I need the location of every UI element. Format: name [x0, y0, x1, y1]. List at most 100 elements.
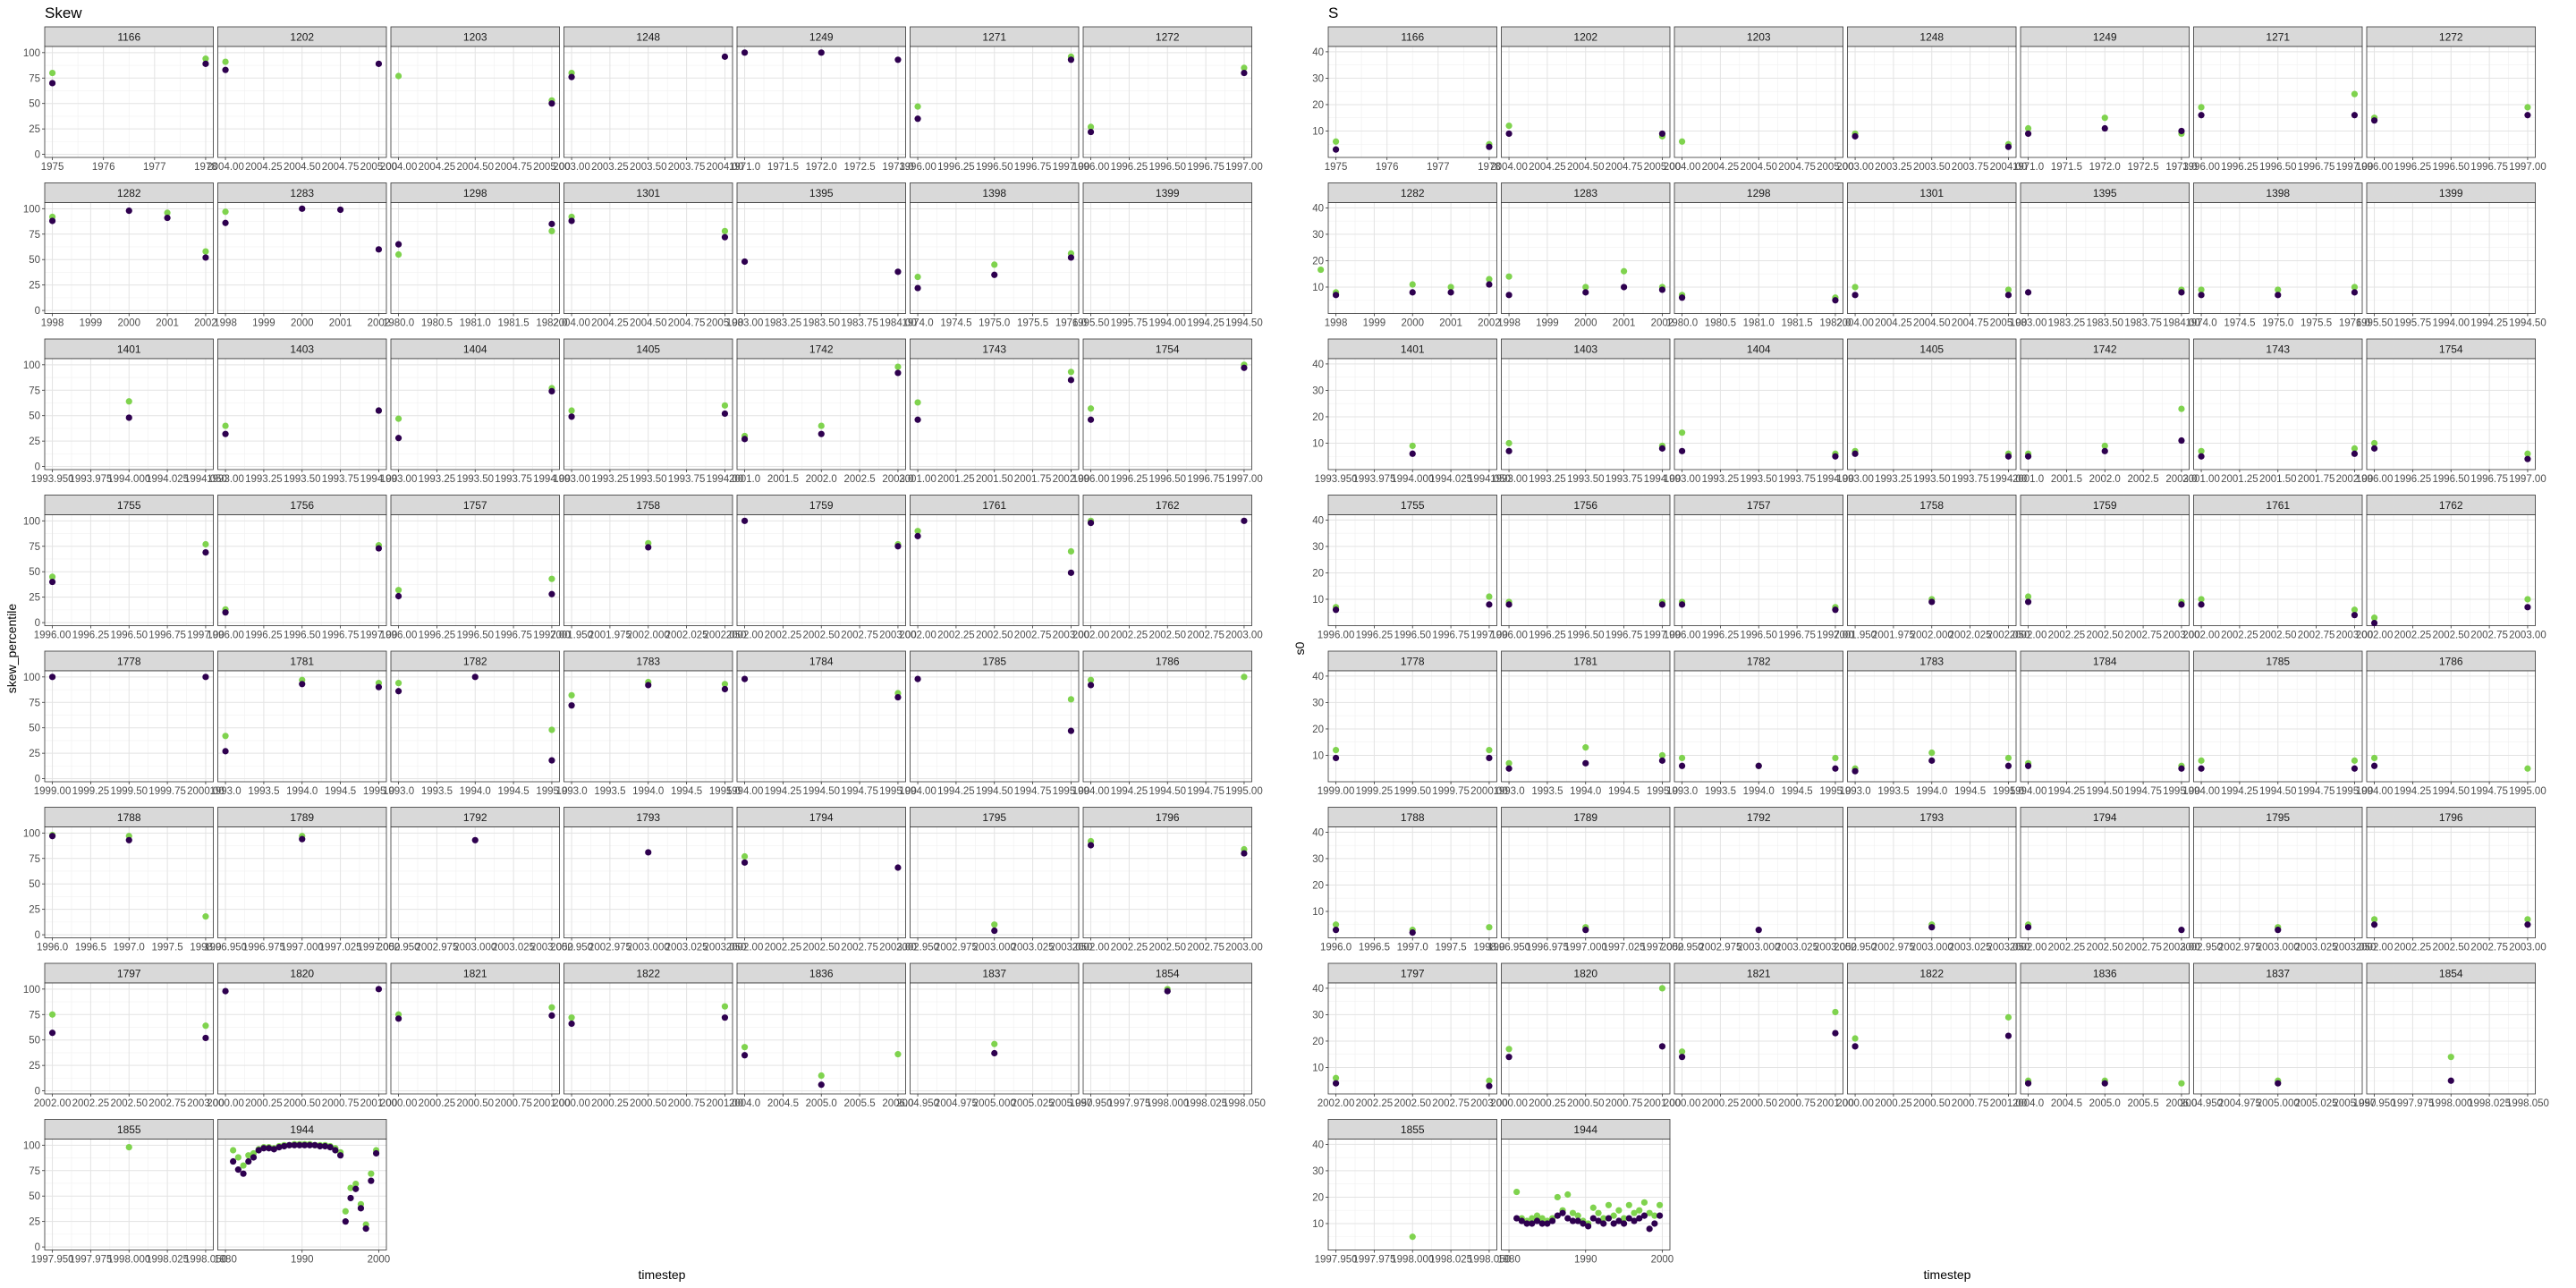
x-tick-label: 2000 — [1651, 1255, 1674, 1266]
x-tick-label: 1996.25 — [1111, 162, 1148, 173]
facet-panel: 1789 1996.9501996.9751997.0001997.0251997… — [1487, 807, 1683, 953]
x-tick-label: 1976 — [1376, 162, 1399, 173]
facet-strip-label: 1786 — [2439, 656, 2463, 668]
x-tick-label: 1983.25 — [765, 318, 802, 329]
purple-point — [2275, 292, 2282, 299]
facet-panel: 1784 1994.00 1994.25 1994.50 1994.75 1995.00 — [726, 650, 917, 797]
x-tick-label: 2002.50 — [802, 943, 840, 953]
green-point — [721, 227, 729, 234]
purple-point — [1636, 1215, 1643, 1222]
purple-point — [991, 927, 998, 935]
green-point — [1832, 754, 1839, 762]
green-point — [1678, 754, 1686, 762]
purple-point — [1589, 1215, 1597, 1222]
panel-border — [1327, 358, 1497, 470]
facet-strip-label: 1202 — [1573, 31, 1597, 44]
purple-point — [1241, 364, 1248, 371]
facet-strip-label: 1166 — [1401, 31, 1424, 44]
green-point — [1615, 1207, 1623, 1214]
x-tick-label: 1996.25 — [937, 162, 975, 173]
x-tick-label: 2002.25 — [1111, 631, 1148, 641]
purple-point — [2351, 289, 2359, 296]
facet-panel: 1788 1996.0 1996.5 1997.0 1997.5 1998.0 10 20 30… — [1312, 807, 1505, 953]
facet-strip-label: 1855 — [117, 1123, 141, 1136]
purple-point — [2178, 436, 2185, 445]
panel-border — [1327, 202, 1497, 314]
facet-panel: 1782 1993.0 1993.5 1994.0 1994.5 1995.0 — [383, 650, 568, 797]
panel-border — [217, 202, 387, 314]
x-tick-label: 1996.50 — [1148, 474, 1186, 485]
facet-panel: 1743 2001.00 2001.25 2001.50 2001.75 2002.00 — [2182, 338, 2373, 485]
facet-panel: 1762 2002.00 2002.25 2002.50 2002.75 2003.00 — [1072, 495, 1263, 641]
purple-point — [1658, 1043, 1666, 1050]
facet-panel: 1837 2004.9502004.9752005.0002005.0252005… — [2180, 962, 2376, 1109]
panel-border — [44, 1139, 214, 1250]
panel-border — [2020, 982, 2190, 1095]
panel-border — [2366, 202, 2536, 314]
x-tick-label: 1996.50 — [976, 162, 1013, 173]
green-point — [1605, 1201, 1613, 1208]
green-point — [1852, 284, 1859, 291]
purple-point — [1610, 1220, 1617, 1227]
x-tick-label: 1997.000 — [281, 943, 324, 953]
x-tick-label: 1994.5 — [1781, 786, 1812, 797]
panel-border — [1327, 826, 1497, 938]
x-tick-label: 1996.00 — [2356, 474, 2394, 485]
y-tick-label: 50 — [29, 255, 40, 266]
x-tick-label: 1997.0 — [1397, 943, 1428, 953]
facet-strip-label: 1789 — [1573, 811, 1597, 824]
facet-strip-label: 1298 — [1747, 187, 1771, 199]
facet-strip-label: 1785 — [982, 656, 1006, 668]
y-tick-label: 30 — [1312, 386, 1324, 396]
purple-point — [914, 675, 921, 682]
x-tick-label: 1994.00 — [1817, 474, 1854, 485]
purple-point — [721, 233, 729, 241]
x-tick-label: 1993.50 — [456, 474, 494, 485]
x-tick-label: 1996.950 — [1487, 943, 1530, 953]
x-tick-label: 2000.25 — [245, 1098, 283, 1109]
purple-point — [548, 590, 555, 597]
purple-point — [1505, 130, 1513, 138]
x-tick-label: 1999.25 — [1356, 786, 1394, 797]
x-tick-label: 1994.0 — [460, 786, 491, 797]
x-tick-label: 2004.5 — [767, 1098, 799, 1109]
x-tick-label: 1997.950 — [1070, 1098, 1113, 1109]
purple-point — [394, 1015, 402, 1022]
x-tick-label: 1996.975 — [242, 943, 285, 953]
green-point — [1332, 1074, 1340, 1081]
purple-point — [1241, 517, 1248, 524]
x-tick-label: 2005.00 — [360, 162, 398, 173]
panel-border — [217, 514, 387, 626]
purple-point — [375, 246, 383, 253]
panel-border — [910, 202, 1080, 314]
x-tick-label: 2004.950 — [896, 1098, 939, 1109]
x-tick-label: 1999 — [80, 318, 103, 329]
x-tick-label: 2005.025 — [1012, 1098, 1055, 1109]
purple-point — [1646, 1225, 1653, 1233]
x-tick-label: 1983.00 — [726, 318, 764, 329]
purple-point — [894, 56, 902, 64]
panel-border — [1082, 358, 1252, 470]
x-tick-label: 1995.0 — [1819, 786, 1851, 797]
x-tick-label: 1982.0 — [1819, 318, 1851, 329]
x-tick-label: 1982.0 — [536, 318, 567, 329]
purple-point — [1409, 450, 1416, 457]
facet-strip-label: 1743 — [2266, 343, 2290, 356]
x-tick-label: 2002.975 — [1872, 943, 1915, 953]
x-tick-label: 2002.00 — [1053, 474, 1090, 485]
facet-strip-label: 1762 — [1156, 499, 1180, 512]
green-point — [394, 72, 402, 80]
x-tick-label: 2003.050 — [1049, 943, 1092, 953]
green-point — [230, 1147, 237, 1154]
x-tick-label: 2002.050 — [703, 631, 746, 641]
x-tick-label: 2002.0 — [2089, 474, 2121, 485]
purple-point — [2447, 1077, 2454, 1084]
purple-point — [2370, 619, 2378, 627]
x-tick-label: 1994.50 — [1225, 318, 1263, 329]
facet-panel: 1944 1980 1990 2000 — [214, 1119, 390, 1266]
panel-border — [564, 202, 733, 314]
facet-panel: 1761 2002.00 2002.25 2002.50 2002.75 2003.00 — [899, 495, 1089, 641]
facet-panel: 1783 1993.0 1993.5 1994.0 1994.5 1995.0 — [555, 650, 741, 797]
x-tick-label: 2004.00 — [1490, 162, 1528, 173]
x-tick-label: 1996.25 — [2221, 162, 2258, 173]
